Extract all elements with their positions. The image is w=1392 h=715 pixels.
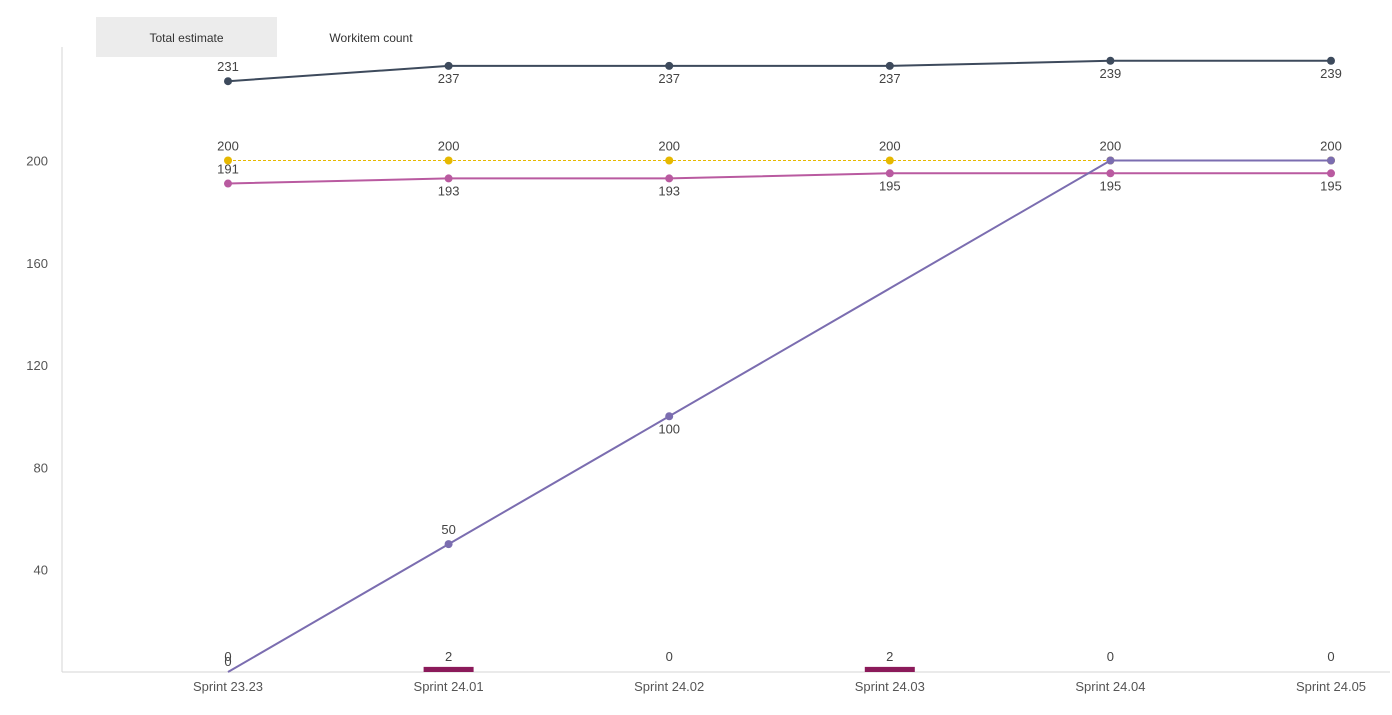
series-2-point <box>1106 169 1115 178</box>
series-3-point <box>444 540 453 549</box>
series-start-label: 0 <box>224 654 231 669</box>
series-2-point <box>1327 169 1335 178</box>
series-3-point <box>1106 156 1115 165</box>
series-1-point <box>885 156 894 165</box>
series-1-label: 200 <box>879 139 901 154</box>
series-0-label: 237 <box>438 71 460 86</box>
series-0-label: 237 <box>658 71 680 86</box>
series-1-label: 200 <box>1320 139 1342 154</box>
series-2-point <box>665 174 674 183</box>
series-0-label: 239 <box>1320 66 1342 81</box>
x-tick-label: Sprint 24.03 <box>855 679 925 694</box>
x-tick-label: Sprint 24.04 <box>1075 679 1145 694</box>
tab-workitem-count[interactable]: Workitem count <box>329 31 413 45</box>
y-tick-label: 40 <box>34 563 48 578</box>
series-1-label: 200 <box>658 139 680 154</box>
data-label: 2 <box>445 649 452 664</box>
y-tick-label: 160 <box>26 256 48 271</box>
chart-tabs: Total estimate Workitem count <box>96 17 465 57</box>
series-3-label: 50 <box>441 522 455 537</box>
data-label: 0 <box>1107 649 1114 664</box>
series-1-label: 200 <box>217 139 239 154</box>
series-2-label: 193 <box>438 183 460 198</box>
data-label: 0 <box>666 649 673 664</box>
x-tick-label: Sprint 24.05 <box>1296 679 1366 694</box>
series-1-point <box>224 156 232 165</box>
series-0-point <box>224 77 232 86</box>
series-2-label: 195 <box>879 178 901 193</box>
series-1-point <box>444 156 453 165</box>
series-0-label: 237 <box>879 71 901 86</box>
series-0-point <box>885 61 894 70</box>
series-0-point <box>1327 56 1335 65</box>
series-2-line <box>227 172 1331 185</box>
bar-mark <box>864 666 915 672</box>
y-tick-label: 80 <box>34 460 48 475</box>
series-3-point <box>1327 156 1335 165</box>
series-0-line <box>227 59 1331 83</box>
data-label: 0 <box>224 649 231 664</box>
data-label: 2 <box>886 649 893 664</box>
y-tick-label: 120 <box>26 358 48 373</box>
x-tick-label: Sprint 23.23 <box>193 679 263 694</box>
x-tick-label: Sprint 24.01 <box>414 679 484 694</box>
series-2-label: 195 <box>1320 178 1342 193</box>
series-2-label: 191 <box>217 162 239 177</box>
y-tick-label: 200 <box>26 154 48 169</box>
series-0-point <box>1106 56 1115 65</box>
series-2-point <box>885 169 894 178</box>
series-0-point <box>444 61 453 70</box>
tab-total-estimate[interactable]: Total estimate <box>96 17 277 57</box>
series-2-label: 193 <box>658 183 680 198</box>
x-tick-label: Sprint 24.02 <box>634 679 704 694</box>
bar-mark <box>423 666 474 672</box>
data-label: 0 <box>1327 649 1334 664</box>
series-2-point <box>444 174 453 183</box>
series-2-label: 195 <box>1100 178 1122 193</box>
series-1-label: 200 <box>1100 139 1122 154</box>
series-0-label: 231 <box>217 59 239 74</box>
series-3-point <box>665 412 674 421</box>
series-3-label: 100 <box>658 421 680 436</box>
series-3-line <box>227 159 1331 673</box>
series-0-label: 239 <box>1100 66 1122 81</box>
series-0-point <box>665 61 674 70</box>
series-1-point <box>665 156 674 165</box>
series-2-point <box>224 179 232 188</box>
series-1-label: 200 <box>438 139 460 154</box>
